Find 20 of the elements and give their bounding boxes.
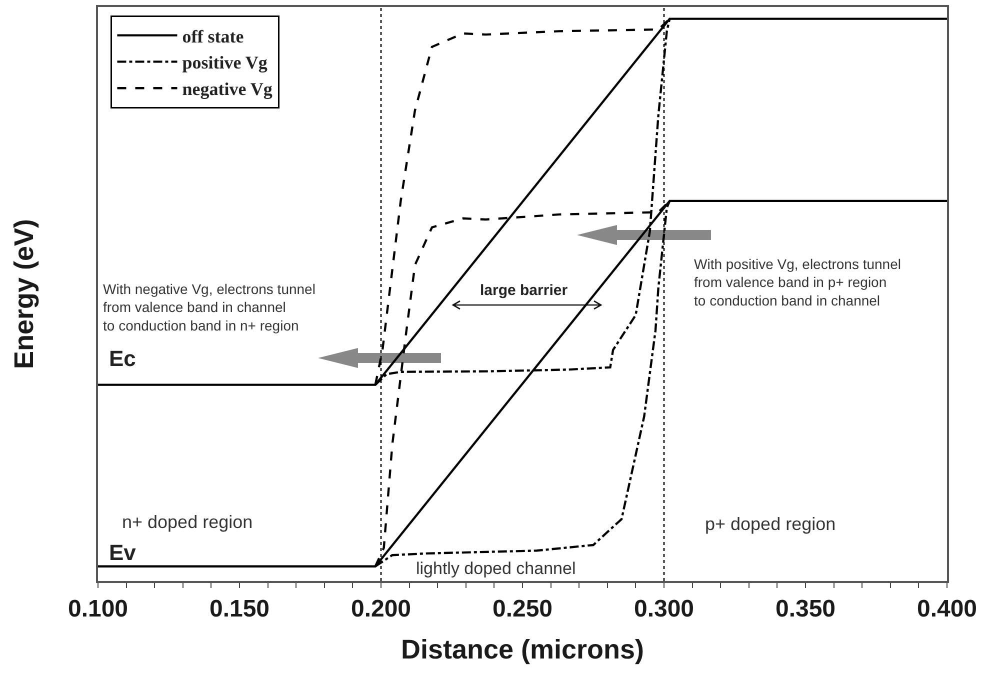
x-tick-label: 0.100 bbox=[68, 596, 128, 623]
x-tick-label: 0.250 bbox=[492, 596, 553, 623]
annotation: large barrier bbox=[480, 282, 568, 299]
legend-label: negative Vg bbox=[182, 79, 272, 100]
x-tick-label: 0.150 bbox=[209, 596, 270, 623]
legend-label: off state bbox=[182, 26, 244, 46]
annotation: Ev bbox=[109, 540, 137, 565]
annotation: p+ doped region bbox=[705, 514, 836, 534]
annotation: n+ doped region bbox=[122, 512, 253, 532]
x-tick-label: 0.400 bbox=[916, 596, 978, 623]
x-tick-label: 0.300 bbox=[634, 596, 694, 623]
y-axis-title: Energy (eV) bbox=[8, 218, 39, 370]
annotation: Ec bbox=[109, 346, 136, 371]
x-tick-label: 0.350 bbox=[775, 596, 836, 623]
annotation: lightly doped channel bbox=[416, 559, 576, 578]
x-tick-label: 0.200 bbox=[350, 596, 412, 623]
annotation: With positive Vg, electrons tunnel from valence band in p+ region to conduction band in channel bbox=[694, 256, 901, 308]
legend-label: positive Vg bbox=[182, 52, 268, 73]
x-axis-title: Distance (microns) bbox=[400, 634, 644, 664]
annotation: With negative Vg, electrons tunnel from valence band in channel to conduction band in n+ region bbox=[103, 281, 316, 334]
